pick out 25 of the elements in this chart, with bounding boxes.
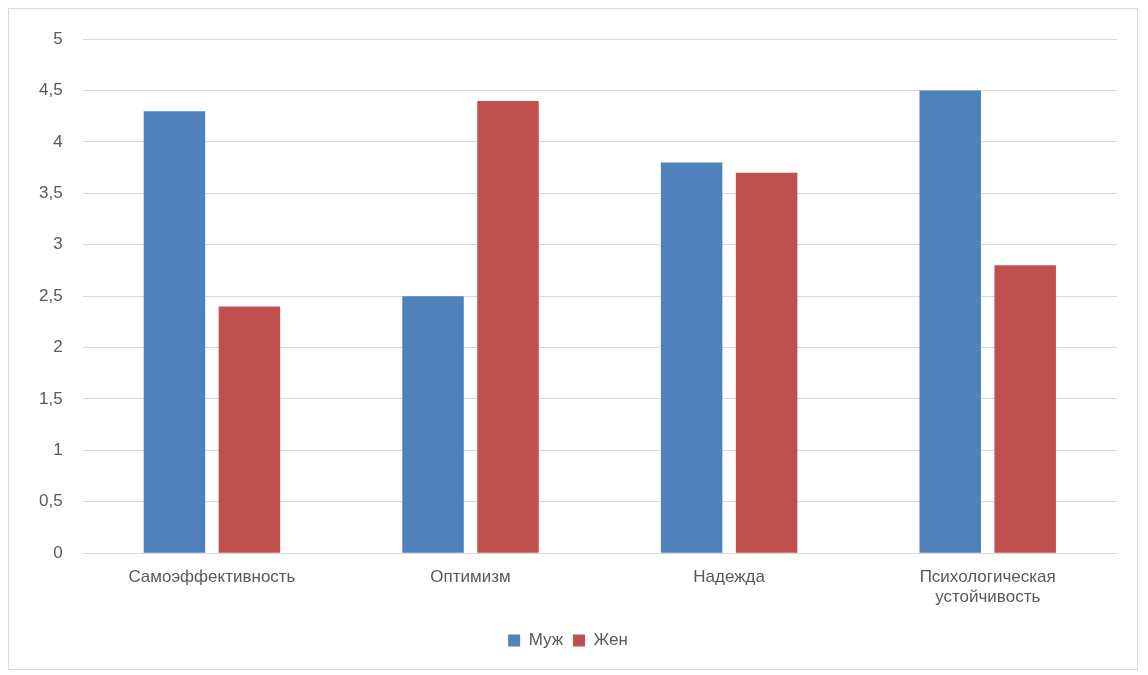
y-tick-label: 3 xyxy=(53,234,63,254)
x-tick-label: Психологическая устойчивость xyxy=(919,567,1056,607)
bar xyxy=(477,100,539,553)
bar xyxy=(919,90,981,553)
bar xyxy=(402,296,464,553)
y-tick-label: 4,5 xyxy=(38,80,63,100)
bar xyxy=(143,111,206,553)
x-tick-label: Оптимизм xyxy=(430,567,511,587)
bar xyxy=(218,306,281,553)
x-tick-label: Самоэффективность xyxy=(128,567,296,587)
y-tick-label: 1 xyxy=(53,440,63,460)
legend-label: Жен xyxy=(593,630,628,650)
y-tick-label: 1,5 xyxy=(38,388,63,408)
x-tick-label: Надежда xyxy=(693,567,766,587)
bar xyxy=(994,265,1056,553)
y-tick-label: 2 xyxy=(53,337,63,357)
legend-label: Муж xyxy=(528,630,564,650)
y-tick-label: 5 xyxy=(53,28,63,48)
bar xyxy=(735,172,798,553)
y-tick-label: 3,5 xyxy=(38,183,63,203)
y-tick-label: 0 xyxy=(53,542,63,562)
bar xyxy=(660,162,723,553)
y-tick-label: 4 xyxy=(53,131,63,151)
y-tick-label: 0,5 xyxy=(38,491,63,511)
y-tick-label: 2,5 xyxy=(38,285,63,305)
